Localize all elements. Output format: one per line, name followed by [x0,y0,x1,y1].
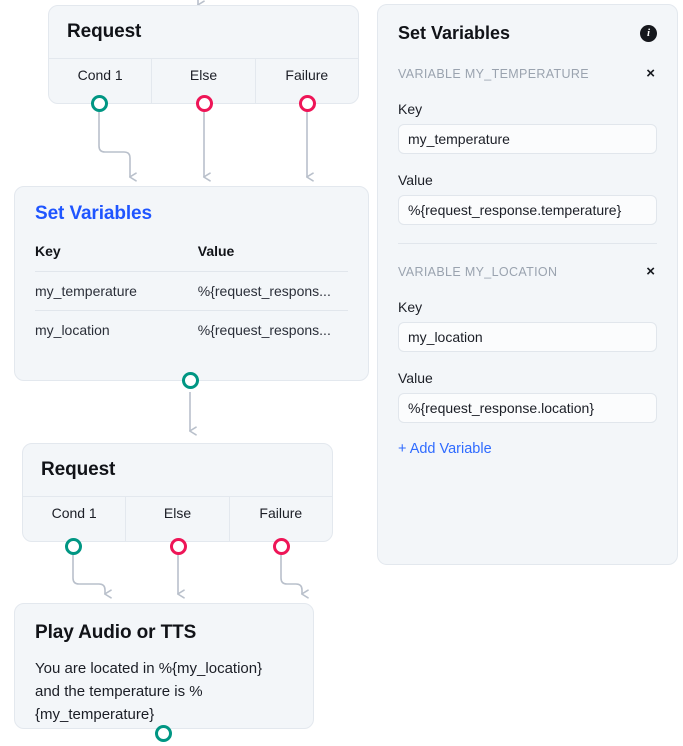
port-label: Failure [259,505,303,521]
node-request-2[interactable]: Request Cond 1 Else Failure [22,443,333,542]
port-label: Cond 1 [51,505,97,521]
port-else[interactable]: Else [152,59,256,104]
variable-section-label: VARIABLE MY_LOCATION [398,264,558,279]
node-play-audio-or-tts[interactable]: Play Audio or TTS You are located in %{m… [14,603,314,729]
add-variable-button[interactable]: + Add Variable [398,441,492,457]
port-handle-else[interactable] [196,95,213,112]
panel-title: Set Variables [398,23,511,43]
port-label: Else [163,505,192,521]
node-message-text: You are located in %{my_location} and th… [35,660,263,723]
node-title: Request [67,21,142,42]
cell-value: %{request_respons... [197,310,348,349]
port-handle-cond-1[interactable] [91,95,108,112]
info-icon[interactable]: i [640,25,657,42]
table-row: my_temperature %{request_respons... [35,271,348,311]
variable-section-header: VARIABLE MY_TEMPERATURE × [398,66,657,81]
key-input[interactable]: my_temperature [398,124,657,154]
node-header: Request [49,6,358,58]
column-header-value: Value [197,243,235,259]
close-icon[interactable]: × [646,263,655,280]
section-divider [398,243,657,244]
cell-key: my_location [35,310,198,349]
panel-header: Set Variables i [398,23,657,44]
port-handle-set-variables-out[interactable] [182,372,199,389]
variable-section-my-temperature: VARIABLE MY_TEMPERATURE × Key my_tempera… [398,66,657,225]
key-field-group: Key my_temperature [398,101,657,154]
port-failure[interactable]: Failure [230,497,332,542]
port-label: Else [189,67,218,83]
port-handle-failure[interactable] [299,95,316,112]
node-title: Play Audio or TTS [35,622,197,643]
value-field-group: Value %{request_response.location} [398,370,657,423]
node-title: Set Variables [35,203,152,224]
node-port-row: Cond 1 Else Failure [49,58,358,104]
port-cond-1[interactable]: Cond 1 [23,497,127,542]
variable-section-label: VARIABLE MY_TEMPERATURE [398,66,589,81]
variable-section-my-location: VARIABLE MY_LOCATION × Key my_location V… [398,264,657,423]
inspector-panel: Set Variables i VARIABLE MY_TEMPERATURE … [377,4,678,565]
port-cond-1[interactable]: Cond 1 [49,59,153,104]
port-label: Failure [285,67,329,83]
node-body: Play Audio or TTS You are located in %{m… [15,604,313,746]
table-row: my_location %{request_respons... [35,310,348,349]
key-field-label: Key [398,299,423,315]
port-handle-cond-1[interactable] [65,538,82,555]
port-else[interactable]: Else [126,497,230,542]
key-field-label: Key [398,101,423,117]
port-handle-play-audio-out[interactable] [155,725,172,742]
variables-table: Key Value my_temperature %{request_respo… [35,243,348,349]
node-body: Set Variables Key Value my_temperature %… [15,187,368,349]
node-request-1[interactable]: Request Cond 1 Else Failure [48,5,359,104]
port-handle-failure[interactable] [273,538,290,555]
flow-canvas[interactable]: Request Cond 1 Else Failure Set Variable… [0,0,383,746]
value-field-group: Value %{request_response.temperature} [398,172,657,225]
value-input[interactable]: %{request_response.location} [398,393,657,423]
node-header: Request [23,444,332,496]
node-port-row: Cond 1 Else Failure [23,496,332,542]
value-field-label: Value [398,370,433,386]
port-handle-else[interactable] [170,538,187,555]
table-header-row: Key Value [35,243,348,272]
cell-value: %{request_respons... [197,271,348,311]
key-field-group: Key my_location [398,299,657,352]
node-title: Request [41,459,116,480]
close-icon[interactable]: × [646,65,655,82]
port-label: Cond 1 [77,67,123,83]
port-failure[interactable]: Failure [256,59,358,104]
key-input[interactable]: my_location [398,322,657,352]
cell-key: my_temperature [35,271,198,311]
column-header-key: Key [35,243,61,259]
node-set-variables[interactable]: Set Variables Key Value my_temperature %… [14,186,369,381]
value-field-label: Value [398,172,433,188]
value-input[interactable]: %{request_response.temperature} [398,195,657,225]
variable-section-header: VARIABLE MY_LOCATION × [398,264,657,279]
